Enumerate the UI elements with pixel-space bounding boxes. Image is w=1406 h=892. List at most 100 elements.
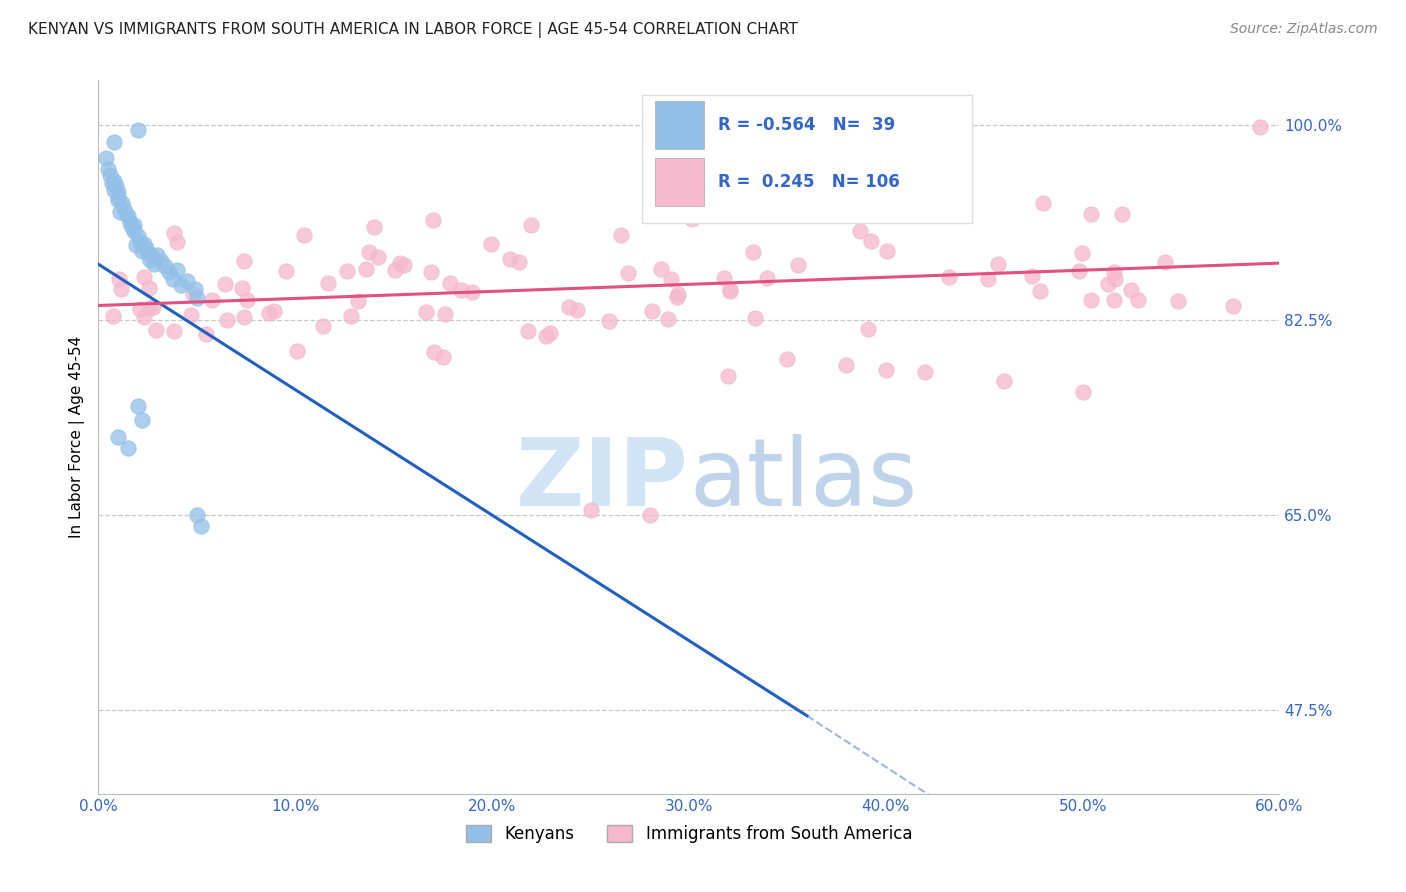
Point — [263, 304, 285, 318]
Point — [1153, 255, 1175, 269]
Point — [993, 374, 1015, 388]
Point — [876, 244, 898, 259]
Point — [392, 258, 415, 272]
Point — [155, 260, 177, 274]
Point — [479, 236, 502, 251]
Point — [103, 183, 125, 197]
Point — [439, 277, 461, 291]
FancyBboxPatch shape — [655, 158, 704, 206]
Point — [1102, 293, 1125, 307]
Point — [117, 442, 139, 455]
Point — [316, 276, 339, 290]
Point — [422, 212, 444, 227]
Point — [125, 238, 148, 252]
Point — [103, 173, 125, 188]
Point — [1119, 284, 1142, 298]
Text: KENYAN VS IMMIGRANTS FROM SOUTH AMERICA IN LABOR FORCE | AGE 45-54 CORRELATION C: KENYAN VS IMMIGRANTS FROM SOUTH AMERICA … — [28, 22, 799, 38]
Point — [860, 234, 883, 248]
Point — [107, 430, 129, 444]
Text: R =  0.245   N= 106: R = 0.245 N= 106 — [718, 173, 900, 191]
Point — [115, 207, 138, 221]
Point — [122, 224, 145, 238]
Point — [96, 152, 118, 166]
Point — [645, 208, 668, 222]
Point — [638, 508, 661, 523]
Point — [1071, 245, 1094, 260]
Point — [419, 265, 441, 279]
Point — [339, 309, 361, 323]
Point — [117, 209, 139, 223]
Point — [233, 253, 256, 268]
Point — [136, 246, 159, 260]
Point — [274, 264, 297, 278]
Legend: Kenyans, Immigrants from South America: Kenyans, Immigrants from South America — [458, 818, 920, 850]
Point — [849, 224, 872, 238]
Point — [163, 226, 186, 240]
Point — [257, 306, 280, 320]
Point — [107, 193, 129, 207]
Point — [657, 311, 679, 326]
Point — [162, 271, 184, 285]
Point — [776, 351, 799, 366]
Point — [163, 324, 186, 338]
Point — [1029, 284, 1052, 298]
Point — [650, 262, 672, 277]
Point — [215, 313, 238, 327]
Point — [180, 308, 202, 322]
Point — [190, 519, 212, 533]
Point — [138, 252, 160, 267]
Text: ZIP: ZIP — [516, 434, 689, 526]
Point — [536, 329, 558, 343]
Point — [127, 229, 149, 244]
Point — [1222, 299, 1244, 313]
Point — [181, 287, 204, 301]
Point — [665, 290, 688, 304]
Point — [718, 285, 741, 299]
Text: atlas: atlas — [689, 434, 917, 526]
Point — [565, 302, 588, 317]
Point — [128, 301, 150, 316]
Point — [517, 324, 540, 338]
Point — [132, 270, 155, 285]
Point — [103, 135, 125, 149]
Point — [110, 282, 132, 296]
Point — [127, 123, 149, 137]
Point — [146, 248, 169, 262]
Point — [741, 244, 763, 259]
Point — [150, 253, 173, 268]
FancyBboxPatch shape — [641, 95, 973, 223]
Point — [186, 291, 208, 305]
Point — [423, 344, 446, 359]
Point — [499, 252, 522, 267]
Point — [755, 271, 778, 285]
Point — [101, 309, 124, 323]
Point — [1249, 120, 1271, 135]
Point — [681, 212, 703, 227]
Point — [1032, 195, 1054, 210]
Point — [520, 218, 543, 232]
Point — [122, 218, 145, 232]
Point — [135, 240, 157, 255]
Point — [107, 271, 129, 285]
Point — [1097, 277, 1119, 291]
Point — [717, 368, 740, 383]
Point — [354, 262, 377, 277]
Point — [938, 269, 960, 284]
Point — [1071, 385, 1094, 400]
Point — [131, 413, 153, 427]
Point — [98, 168, 121, 182]
Point — [1167, 293, 1189, 308]
Point — [666, 286, 689, 301]
Point — [142, 300, 165, 314]
Point — [108, 205, 131, 219]
Point — [186, 508, 208, 523]
Point — [713, 270, 735, 285]
Point — [138, 281, 160, 295]
Point — [461, 285, 484, 299]
Point — [132, 310, 155, 324]
Point — [142, 257, 165, 271]
Y-axis label: In Labor Force | Age 45-54: In Labor Force | Age 45-54 — [69, 336, 84, 538]
Point — [111, 195, 134, 210]
Point — [450, 283, 472, 297]
Point — [145, 323, 167, 337]
